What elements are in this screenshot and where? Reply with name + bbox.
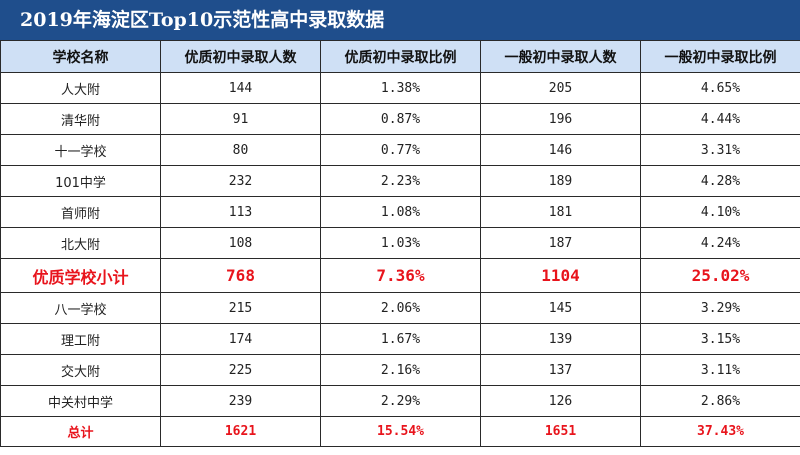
cell-school: 中关村中学: [0, 385, 161, 417]
subtotal-quality-ratio: 7.36%: [320, 258, 481, 293]
cell-quality-ratio: 1.08%: [320, 196, 481, 228]
cell-quality-ratio: 2.23%: [320, 165, 481, 197]
cell-school: 北大附: [0, 227, 161, 259]
cell-general-count: 137: [480, 354, 641, 386]
cell-school: 交大附: [0, 354, 161, 386]
cell-school: 首师附: [0, 196, 161, 228]
table-row: 理工附 174 1.67% 139 3.15%: [0, 323, 800, 355]
header-quality-count: 优质初中录取人数: [160, 40, 321, 73]
cell-quality-ratio: 0.77%: [320, 134, 481, 166]
cell-quality-ratio: 1.03%: [320, 227, 481, 259]
cell-school: 理工附: [0, 323, 161, 355]
cell-general-ratio: 4.65%: [640, 72, 800, 104]
subtotal-label: 优质学校小计: [0, 258, 161, 293]
header-row: 学校名称 优质初中录取人数 优质初中录取比例 一般初中录取人数 一般初中录取比例: [0, 40, 800, 73]
table-row: 北大附 108 1.03% 187 4.24%: [0, 227, 800, 259]
subtotal-general-ratio: 25.02%: [640, 258, 800, 293]
cell-general-count: 205: [480, 72, 641, 104]
table-row: 中关村中学 239 2.29% 126 2.86%: [0, 385, 800, 417]
table-row: 首师附 113 1.08% 181 4.10%: [0, 196, 800, 228]
cell-quality-count: 239: [160, 385, 321, 417]
subtotal-quality-count: 768: [160, 258, 321, 293]
header-school-name: 学校名称: [0, 40, 161, 73]
admission-table: 学校名称 优质初中录取人数 优质初中录取比例 一般初中录取人数 一般初中录取比例…: [0, 40, 800, 447]
header-general-count: 一般初中录取人数: [480, 40, 641, 73]
cell-quality-ratio: 2.06%: [320, 292, 481, 324]
cell-general-ratio: 3.29%: [640, 292, 800, 324]
cell-general-count: 187: [480, 227, 641, 259]
total-row: 总计 1621 15.54% 1651 37.43%: [0, 416, 800, 447]
cell-school: 人大附: [0, 72, 161, 104]
cell-quality-ratio: 0.87%: [320, 103, 481, 135]
cell-general-count: 181: [480, 196, 641, 228]
cell-general-count: 126: [480, 385, 641, 417]
cell-general-ratio: 4.24%: [640, 227, 800, 259]
subtotal-row: 优质学校小计 768 7.36% 1104 25.02%: [0, 258, 800, 293]
cell-general-ratio: 4.44%: [640, 103, 800, 135]
table-row: 十一学校 80 0.77% 146 3.31%: [0, 134, 800, 166]
total-label: 总计: [0, 416, 161, 447]
cell-general-ratio: 4.10%: [640, 196, 800, 228]
cell-quality-count: 113: [160, 196, 321, 228]
cell-general-count: 139: [480, 323, 641, 355]
cell-general-count: 145: [480, 292, 641, 324]
cell-school: 十一学校: [0, 134, 161, 166]
cell-general-count: 189: [480, 165, 641, 197]
cell-school: 101中学: [0, 165, 161, 197]
cell-quality-ratio: 2.16%: [320, 354, 481, 386]
cell-quality-count: 144: [160, 72, 321, 104]
table-row: 清华附 91 0.87% 196 4.44%: [0, 103, 800, 135]
cell-general-ratio: 3.11%: [640, 354, 800, 386]
cell-school: 清华附: [0, 103, 161, 135]
total-general-ratio: 37.43%: [640, 416, 800, 447]
subtotal-general-count: 1104: [480, 258, 641, 293]
cell-quality-count: 232: [160, 165, 321, 197]
table-row: 人大附 144 1.38% 205 4.65%: [0, 72, 800, 104]
cell-quality-count: 215: [160, 292, 321, 324]
cell-school: 八一学校: [0, 292, 161, 324]
cell-general-ratio: 3.15%: [640, 323, 800, 355]
cell-quality-count: 80: [160, 134, 321, 166]
cell-general-count: 196: [480, 103, 641, 135]
cell-quality-count: 108: [160, 227, 321, 259]
table-row: 交大附 225 2.16% 137 3.11%: [0, 354, 800, 386]
cell-quality-count: 225: [160, 354, 321, 386]
header-general-ratio: 一般初中录取比例: [640, 40, 800, 73]
cell-general-ratio: 3.31%: [640, 134, 800, 166]
table-row: 八一学校 215 2.06% 145 3.29%: [0, 292, 800, 324]
cell-general-count: 146: [480, 134, 641, 166]
cell-general-ratio: 2.86%: [640, 385, 800, 417]
cell-quality-count: 174: [160, 323, 321, 355]
total-quality-count: 1621: [160, 416, 321, 447]
cell-general-ratio: 4.28%: [640, 165, 800, 197]
total-general-count: 1651: [480, 416, 641, 447]
cell-quality-count: 91: [160, 103, 321, 135]
table-row: 101中学 232 2.23% 189 4.28%: [0, 165, 800, 197]
cell-quality-ratio: 1.67%: [320, 323, 481, 355]
cell-quality-ratio: 2.29%: [320, 385, 481, 417]
total-quality-ratio: 15.54%: [320, 416, 481, 447]
header-quality-ratio: 优质初中录取比例: [320, 40, 481, 73]
cell-quality-ratio: 1.38%: [320, 72, 481, 104]
table-title: 2019年海淀区Top10示范性高中录取数据: [0, 0, 800, 40]
